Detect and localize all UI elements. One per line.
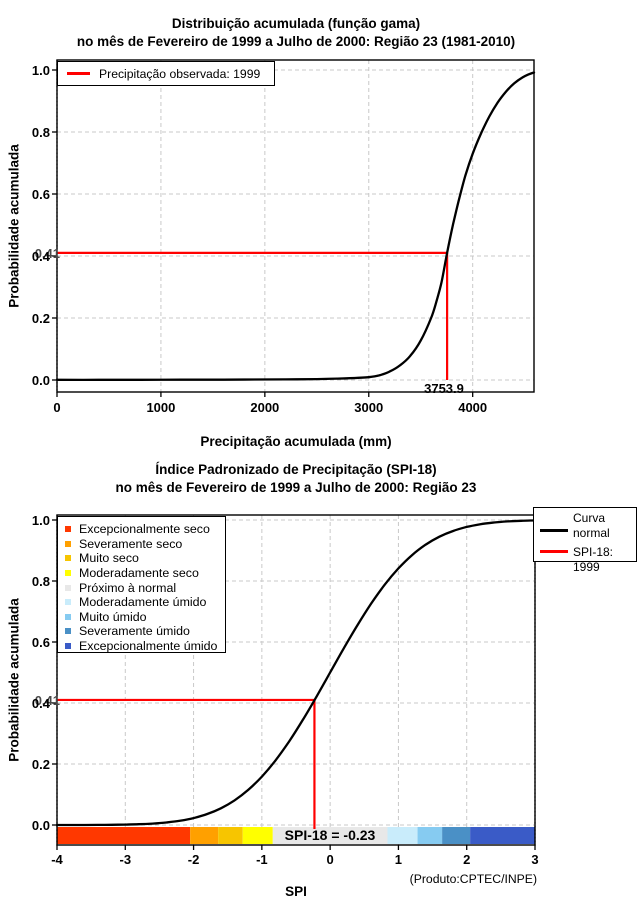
colorbar-segment-6 [417,827,443,844]
y-tick-label-0.6: 0.6 [31,635,50,650]
spi-chart-title: Índice Padronizado de Precipitação (SPI-… [155,462,437,477]
y-tick-label-0.0: 0.0 [31,818,50,833]
gamma-chart-subtitle: no mês de Fevereiro de 1999 a Julho de 2… [76,34,516,49]
spi-category-legend-box: Excepcionalmente seco Severamente seco Mui… [57,516,226,653]
category-label: Moderadamente úmido [79,595,207,610]
x-tick-label-2000: 2000 [250,400,280,415]
y-tick-label-0.4: 0.4 [31,249,50,264]
category-color-swatch [65,570,71,577]
x-tick-label-1000: 1000 [146,400,176,415]
category-color-swatch [65,628,71,635]
category-legend-item-8: Excepcionalmente úmido [65,639,225,654]
category-color-swatch [65,643,71,650]
category-label: Muito úmido [79,609,147,624]
observed-precip-line-sample [67,72,90,75]
plot-frame [56,59,535,393]
gamma-precip-value-annotation: 3753.9 [424,381,464,396]
observed-precip-legend-label: Precipitação observada: 1999 [99,66,261,81]
gamma-legend-box: Precipitação observada: 1999 [57,61,275,86]
x-tick-label-3: 3 [531,852,539,867]
colorbar-segment-0 [57,827,191,844]
product-credit: (Produto:CPTEC/INPE) [409,872,537,886]
colorbar-segment-1 [190,827,219,844]
category-legend-item-3: Moderadamente seco [65,566,225,581]
y-tick-label-0.0: 0.0 [31,373,50,388]
category-label: Severamente úmido [79,624,190,639]
x-tick-label-1: 1 [394,852,403,867]
spi-value-annotation: SPI-18 = -0.23 [284,827,376,843]
colorbar-segment-4 [272,827,388,844]
spi-probability-annotation: 0.41 [34,693,60,708]
category-label: Muito seco [79,551,139,566]
colorbar-segment-8 [470,827,535,844]
category-label: Excepcionalmente úmido [79,639,218,654]
category-color-swatch [65,613,71,620]
cdf-curve [55,519,537,827]
spi-curve-legend-box: Curva normal SPI-18: 1999 [533,507,637,574]
x-tick-label-3000: 3000 [354,400,384,415]
x-tick-label--4: -4 [51,852,63,867]
spi-1999-line-sample [540,550,568,553]
plot-frame [56,514,536,846]
y-tick-label-1.0: 1.0 [31,513,50,528]
category-legend-item-0: Excepcionalmente seco [65,522,225,537]
category-label: Próximo à normal [79,580,177,595]
gamma-y-axis-label: Probabilidade acumulada [6,144,22,308]
category-label: Moderadamente seco [79,566,199,581]
y-tick-label-0.6: 0.6 [31,187,50,202]
x-tick-label-0: 0 [53,400,61,415]
category-legend-item-5: Moderadamente úmido [65,595,225,610]
category-color-swatch [65,540,71,547]
category-color-swatch [65,555,71,562]
colorbar-segment-2 [218,827,243,844]
category-legend-item-6: Muito úmido [65,610,225,625]
spi-1999-legend-label: SPI-18: 1999 [573,545,614,574]
category-legend-item-2: Muito seco [65,551,225,566]
normal-curve-legend-label: Curva normal [573,511,610,540]
category-color-swatch [65,526,71,533]
category-label: Severamente seco [79,536,183,551]
spi-x-axis-label: SPI [285,884,307,899]
category-legend-item-1: Severamente seco [65,537,225,552]
y-tick-label-0.2: 0.2 [31,757,50,772]
category-color-swatch [65,584,71,591]
spi-y-axis-label: Probabilidade acumulada [6,598,22,762]
x-tick-label--2: -2 [187,852,200,867]
category-color-swatch [65,599,71,606]
cdf-curve [55,71,536,381]
gamma-chart-title: Distribuição acumulada (função gama) [171,16,421,31]
gamma-probability-annotation: 0.41 [34,246,60,261]
x-tick-label-0: 0 [326,852,334,867]
gamma-x-axis-label: Precipitação acumulada (mm) [200,434,392,449]
colorbar-segment-5 [387,827,418,844]
normal-curve-line-sample [540,529,568,532]
x-tick-label-2: 2 [463,852,471,867]
y-tick-label-0.4: 0.4 [31,696,50,711]
category-legend-item-4: Próximo à normal [65,580,225,595]
y-tick-label-1.0: 1.0 [31,63,50,78]
x-tick-label--3: -3 [119,852,132,867]
colorbar-segment-7 [442,827,471,844]
category-legend-item-7: Severamente úmido [65,624,225,639]
x-tick-label--1: -1 [256,852,268,867]
y-tick-label-0.8: 0.8 [31,125,50,140]
y-tick-label-0.2: 0.2 [31,311,50,326]
colorbar-segment-3 [242,827,273,844]
y-tick-label-0.8: 0.8 [31,574,50,589]
category-label: Excepcionalmente seco [79,522,210,537]
spi-chart-subtitle: no mês de Fevereiro de 1999 a Julho de 2… [115,480,477,495]
x-tick-label-4000: 4000 [458,400,488,415]
